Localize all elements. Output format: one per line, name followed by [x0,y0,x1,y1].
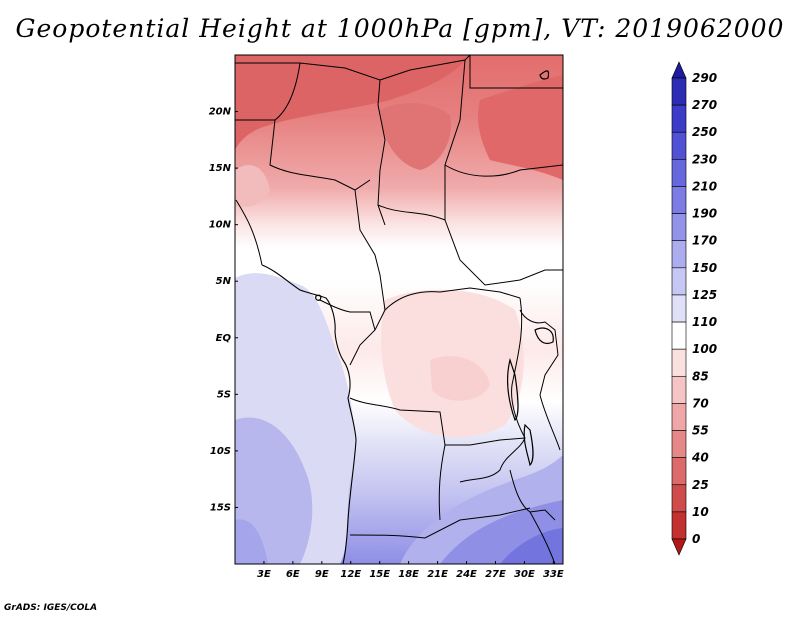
lon-label: 18E [398,569,419,580]
lat-label: EQ [216,333,232,344]
lat-label: 15N [209,163,232,174]
lat-label: 15S [210,502,231,513]
lon-label: 3E [257,569,271,580]
colorbar-swatch [671,430,687,458]
lon-label: 9E [315,569,329,580]
colorbar-level-label: 40 [691,451,709,465]
lon-label: 30E [514,569,535,580]
lon-label: 6E [286,569,300,580]
map-title: Geopotential Height at 1000hPa [gpm], VT… [15,14,785,43]
colorbar-level-label: 125 [692,288,717,302]
colorbar-level-label: 210 [692,179,717,193]
latitude-labels: 20N 15N 10N 5N EQ 5S 10S 15S [209,107,238,513]
colorbar-swatch [671,484,687,513]
lat-label: 5N [216,276,232,287]
lon-label: 27E [485,569,506,580]
colorbar-level-label: 100 [692,342,717,356]
colorbar-level-label: 290 [692,71,717,85]
colorbar-swatch [671,375,687,404]
colorbar-swatch [671,348,687,377]
colorbar-swatch [671,131,687,160]
colorbar-level-label: 10 [692,505,709,519]
lon-label: 33E [543,569,564,580]
colorbar-swatch [671,294,687,323]
colorbar-level-label: 110 [692,315,717,329]
colorbar-level-label: 0 [692,532,700,546]
colorbar-level-label: 230 [692,152,717,166]
colorbar-swatch [671,403,687,431]
colorbar: 2902702502302101901701501251101008570554… [671,61,717,556]
lon-label: 21E [427,569,448,580]
colorbar-level-label: 25 [692,478,709,492]
colorbar-swatch [671,321,687,350]
country-borders [235,55,563,564]
lon-label: 24E [456,569,477,580]
colorbar-level-label: 250 [692,125,717,139]
lon-label: 12E [340,569,361,580]
colorbar-swatch [671,77,687,106]
colorbar-swatch [671,61,687,79]
colorbar-swatch [671,213,687,242]
colorbar-swatch [671,538,687,556]
lat-label: 5S [217,389,231,400]
colorbar-swatch [671,457,687,486]
map-frame [234,54,564,565]
colorbar-level-label: 270 [692,98,717,112]
height-field [235,55,563,564]
colorbar-level-label: 190 [692,207,717,221]
colorbar-level-label: 170 [692,234,717,248]
lakes [315,70,554,467]
colorbar-swatch [671,104,687,133]
colorbar-level-label: 70 [692,396,709,410]
colorbar-swatch [671,159,687,187]
longitude-labels: 3E 6E 9E 12E 15E 18E 21E 24E 27E 30E 33E [257,561,564,580]
lat-label: 10S [210,446,231,457]
lat-label: 10N [209,220,232,231]
colorbar-level-label: 85 [692,369,709,383]
grads-credit: GrADS: IGES/COLA [4,603,98,613]
colorbar-swatch [671,186,687,214]
lon-label: 15E [369,569,390,580]
colorbar-swatch [671,240,687,269]
lat-label: 20N [209,107,232,118]
colorbar-swatch [671,267,687,296]
colorbar-swatch [671,511,687,540]
colorbar-level-label: 55 [692,424,709,438]
colorbar-level-label: 150 [692,261,717,275]
